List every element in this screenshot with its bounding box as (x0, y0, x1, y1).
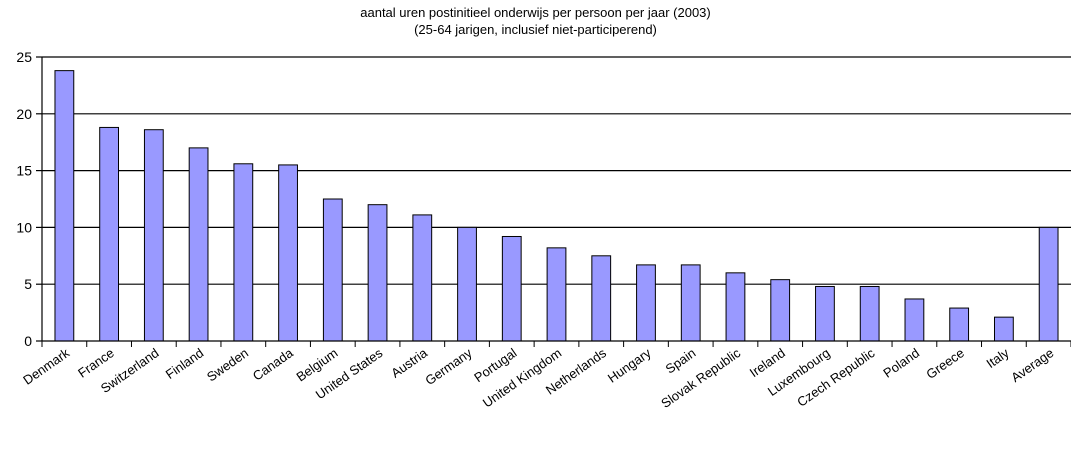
bar-austria (412, 214, 433, 342)
axes (41, 57, 1071, 347)
chart-title: aantal uren postinitieel onderwijs per p… (360, 5, 711, 20)
bar-denmark (54, 70, 75, 342)
bar-finland (188, 147, 209, 342)
bar-greece (949, 307, 970, 342)
bar-luxembourg (815, 285, 835, 342)
x-tick-label: Poland (880, 345, 922, 381)
bar-belgium (322, 198, 343, 342)
bar-average (1038, 226, 1059, 342)
y-tick-label: 10 (16, 219, 32, 235)
bar-switzerland (143, 129, 164, 342)
bar-netherlands (591, 255, 612, 342)
x-tick-label: Canada (250, 345, 297, 384)
bar-united-states (367, 204, 388, 342)
x-tick-label: Finland (163, 345, 207, 382)
x-tick-label: Greece (923, 345, 967, 382)
x-tick-label: Czech Republic (794, 345, 878, 410)
bar-spain (680, 264, 701, 342)
x-tick-label: Hungary (605, 345, 654, 386)
bar-slovak-republic (725, 272, 746, 342)
bar-ireland (770, 279, 791, 342)
x-tick-label: Italy (983, 345, 1012, 371)
y-tick-label: 15 (16, 163, 32, 179)
bar-czech-republic (859, 285, 880, 342)
bar-canada (278, 164, 298, 342)
bars (54, 70, 1059, 342)
bar-poland (904, 298, 925, 342)
bar-united-kingdom (546, 247, 567, 342)
x-tick-label: Germany (422, 345, 475, 388)
bar-france (99, 126, 120, 342)
bar-sweden (233, 163, 254, 342)
bar-hungary (636, 264, 656, 342)
y-tick-label: 20 (16, 106, 32, 122)
x-tick-label: Spain (663, 345, 699, 376)
bar-germany (457, 226, 477, 342)
x-tick-label: Denmark (20, 345, 72, 388)
bar-portugal (501, 235, 522, 342)
y-axis-ticks: 0 5 10 15 20 25 (16, 49, 42, 349)
x-tick-label: United Kingdom (480, 345, 564, 410)
y-tick-label: 0 (24, 333, 32, 349)
x-tick-label: Sweden (204, 345, 251, 384)
x-tick-label: Slovak Republic (658, 345, 743, 411)
x-tick-label: Average (1008, 345, 1056, 385)
y-tick-label: 25 (16, 49, 32, 65)
bar-italy (993, 316, 1014, 342)
chart-subtitle: (25-64 jarigen, inclusief niet-participe… (414, 22, 657, 37)
y-tick-label: 5 (24, 276, 32, 292)
